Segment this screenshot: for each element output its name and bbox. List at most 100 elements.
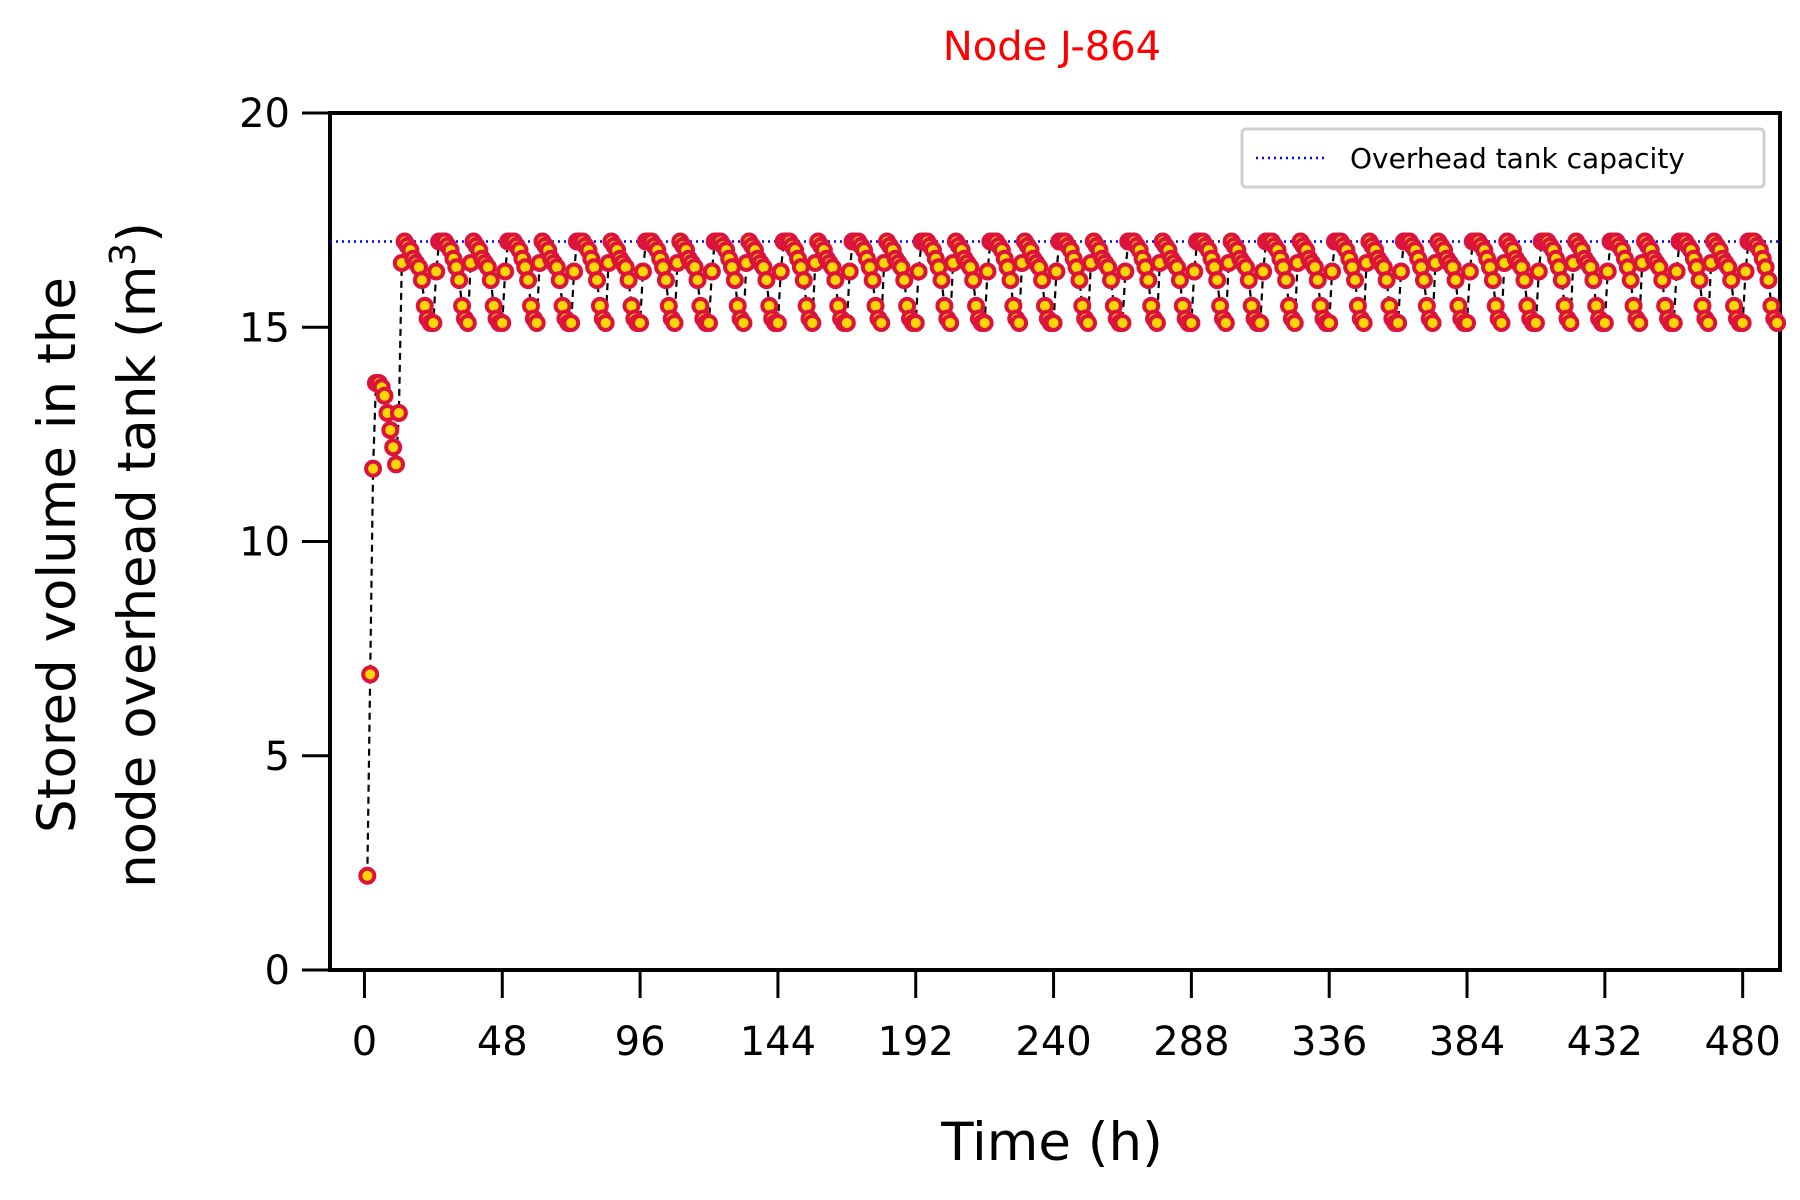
data-point xyxy=(1515,271,1534,290)
data-point xyxy=(384,438,403,457)
series-points-layer xyxy=(358,232,1787,885)
data-point xyxy=(665,313,684,332)
data-point xyxy=(1113,313,1132,332)
data-point xyxy=(381,421,400,440)
data-point xyxy=(519,271,538,290)
data-point xyxy=(1185,262,1204,281)
data-point xyxy=(1529,262,1548,281)
data-point xyxy=(734,313,753,332)
data-point xyxy=(757,271,776,290)
y-tick-label: 5 xyxy=(265,734,290,780)
data-point xyxy=(1483,271,1502,290)
data-point xyxy=(1079,313,1098,332)
data-point xyxy=(1446,271,1465,290)
legend-box xyxy=(1240,127,1766,189)
x-tick-label: 384 xyxy=(1429,1019,1505,1065)
data-point xyxy=(493,313,512,332)
x-axis: 0 48 96 144 192 240 288 336 384 432 480 xyxy=(352,970,1781,1065)
data-point xyxy=(1598,262,1617,281)
data-point xyxy=(562,313,581,332)
x-tick-label: 480 xyxy=(1704,1019,1780,1065)
data-point xyxy=(427,262,446,281)
data-point xyxy=(964,271,983,290)
data-point xyxy=(1346,271,1365,290)
data-point xyxy=(1699,313,1718,332)
data-point xyxy=(1621,271,1640,290)
data-point xyxy=(803,313,822,332)
x-tick-label: 432 xyxy=(1567,1019,1643,1065)
data-point xyxy=(412,271,431,290)
data-point xyxy=(1101,271,1120,290)
y-axis-title-line2-suffix: ) xyxy=(107,222,168,243)
data-point xyxy=(1170,271,1189,290)
data-point xyxy=(1630,313,1649,332)
data-point xyxy=(1653,271,1672,290)
data-point xyxy=(1147,313,1166,332)
data-point xyxy=(656,271,675,290)
data-point xyxy=(794,271,813,290)
data-point xyxy=(450,271,469,290)
data-point xyxy=(1323,262,1342,281)
data-point xyxy=(424,313,443,332)
x-axis-title: Time (h) xyxy=(940,1112,1163,1173)
data-point xyxy=(1277,271,1296,290)
data-point xyxy=(909,262,928,281)
data-point xyxy=(358,866,377,885)
data-point xyxy=(1389,313,1408,332)
x-tick-label: 336 xyxy=(1291,1019,1367,1065)
y-axis: 0 5 10 15 20 xyxy=(239,91,330,994)
x-tick-label: 96 xyxy=(615,1019,666,1065)
data-point xyxy=(768,313,787,332)
data-point xyxy=(1391,262,1410,281)
data-point xyxy=(1667,262,1686,281)
data-point xyxy=(1216,313,1235,332)
y-tick-label: 15 xyxy=(239,305,290,351)
data-point xyxy=(688,271,707,290)
data-point xyxy=(975,313,994,332)
data-point xyxy=(1736,262,1755,281)
data-point xyxy=(941,313,960,332)
data-point xyxy=(1001,271,1020,290)
data-point xyxy=(1285,313,1304,332)
data-point xyxy=(1759,271,1778,290)
y-tick-label: 20 xyxy=(239,91,290,137)
data-point xyxy=(1595,313,1614,332)
chart-title: Node J-864 xyxy=(943,24,1161,70)
y-axis-title-line2-prefix: node overhead tank (m xyxy=(107,266,168,888)
data-point xyxy=(619,271,638,290)
x-tick-label: 240 xyxy=(1015,1019,1091,1065)
data-point xyxy=(906,313,925,332)
x-tick-label: 0 xyxy=(352,1019,377,1065)
data-point xyxy=(1354,313,1373,332)
data-point xyxy=(364,459,383,478)
data-point xyxy=(375,386,394,405)
data-point xyxy=(1033,271,1052,290)
data-point xyxy=(1070,271,1089,290)
data-point xyxy=(458,313,477,332)
data-point xyxy=(1139,271,1158,290)
data-point xyxy=(1239,271,1258,290)
data-point xyxy=(771,262,790,281)
data-point xyxy=(840,262,859,281)
data-point xyxy=(1116,262,1135,281)
data-point xyxy=(1664,313,1683,332)
data-point xyxy=(702,262,721,281)
data-point xyxy=(631,313,650,332)
y-axis-title-line2: node overhead tank (m3) xyxy=(103,222,168,888)
data-point xyxy=(588,271,607,290)
data-point xyxy=(1458,313,1477,332)
data-point xyxy=(1722,271,1741,290)
data-point xyxy=(1733,313,1752,332)
x-tick-label: 288 xyxy=(1153,1019,1229,1065)
data-point xyxy=(1690,271,1709,290)
data-point xyxy=(1492,313,1511,332)
data-point xyxy=(1584,271,1603,290)
data-point xyxy=(565,262,584,281)
data-point xyxy=(550,271,569,290)
data-point xyxy=(1182,313,1201,332)
data-point xyxy=(1768,313,1787,332)
data-point xyxy=(1010,313,1029,332)
x-tick-label: 192 xyxy=(878,1019,954,1065)
